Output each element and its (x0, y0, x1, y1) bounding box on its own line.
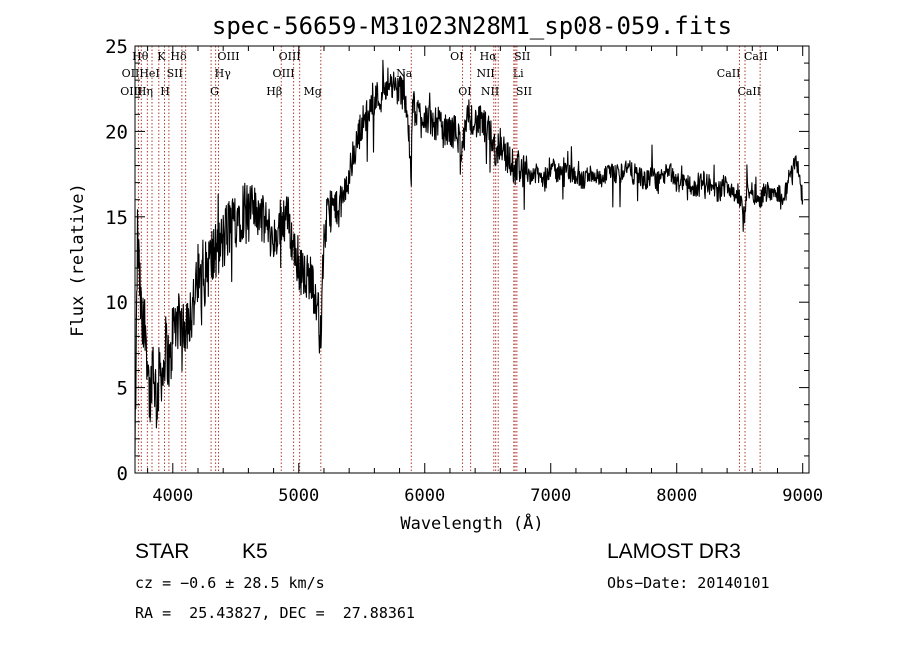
spectral-line-label: OIII (279, 50, 301, 63)
y-axis-label: Flux (relative) (68, 183, 88, 337)
y-tick-label: 5 (117, 378, 128, 400)
spectral-line-label: SII (516, 85, 532, 98)
redshift-velocity: cz = −0.6 ± 28.5 km/s (135, 574, 325, 592)
spectral-line-label: OI (450, 50, 463, 63)
spectrum-line (134, 59, 804, 455)
object-subclass: K5 (242, 540, 268, 563)
spectral-line-label: Hδ (170, 50, 187, 63)
spectral-line-label: Hθ (132, 50, 149, 63)
spectral-line-label: G (210, 85, 219, 98)
spectral-line-label: Hη (137, 85, 153, 98)
x-axis-label: Wavelength (Å) (400, 512, 543, 534)
x-tick-label: 9000 (782, 486, 823, 506)
spectral-line-label: OIII (218, 50, 240, 63)
x-tick-label: 7000 (530, 486, 571, 506)
survey-name: LAMOST DR3 (607, 540, 741, 563)
spectral-line-label: Hγ (215, 67, 232, 80)
spectral-line-label: H (160, 85, 170, 98)
spectral-line-label: Hβ (266, 85, 282, 98)
spectral-line-label: NII (481, 85, 499, 98)
spectral-line-label: SII (167, 67, 183, 80)
series-layer (134, 59, 804, 455)
observation-date: Obs−Date: 20140101 (607, 574, 770, 592)
chart-title: spec-56659-M31023N28M1_sp08-059.fits (212, 12, 732, 40)
spectral-line-label: Hα (480, 50, 498, 63)
y-tick-label: 20 (105, 121, 128, 143)
spectral-line-label: CaII (744, 50, 768, 63)
coordinates: RA = 25.43827, DEC = 27.88361 (135, 604, 415, 622)
x-tick-label: 4000 (152, 486, 193, 506)
spectral-line-label: OIII (120, 85, 142, 98)
plot-frame (134, 45, 810, 474)
x-tick-label: 5000 (278, 486, 319, 506)
spectral-line-label: NII (476, 67, 494, 80)
y-tick-label: 10 (105, 292, 128, 314)
x-tick-label: 8000 (656, 486, 697, 506)
spectral-line-label: OIII (273, 67, 295, 80)
y-tick-label: 0 (117, 463, 128, 485)
spectral-line-label: Li (513, 67, 524, 80)
spectral-line-label: K (157, 50, 166, 63)
spectral-line-markers: OII OIII Hθ Hη HeI K H SII Hδ G Hγ OIII Hβ OIII OIII Mg… (120, 46, 768, 473)
spectral-line-label: SII (514, 50, 530, 63)
spectral-line-label: CaII (737, 85, 761, 98)
spectral-line-label: HeI (139, 67, 159, 80)
object-class: STAR (135, 540, 190, 563)
spectral-line-label: Mg (304, 85, 322, 98)
y-tick-label: 25 (105, 36, 128, 58)
spectral-line-label: OII (122, 67, 140, 80)
x-tick-label: 6000 (404, 486, 445, 506)
spectral-line-label: OI (458, 85, 471, 98)
axis-ticks: 4000 5000 6000 7000 8000 9000 0 5 10 15 20 25 (105, 36, 823, 506)
spectral-line-label: CaII (717, 67, 741, 80)
y-tick-label: 15 (105, 207, 128, 229)
